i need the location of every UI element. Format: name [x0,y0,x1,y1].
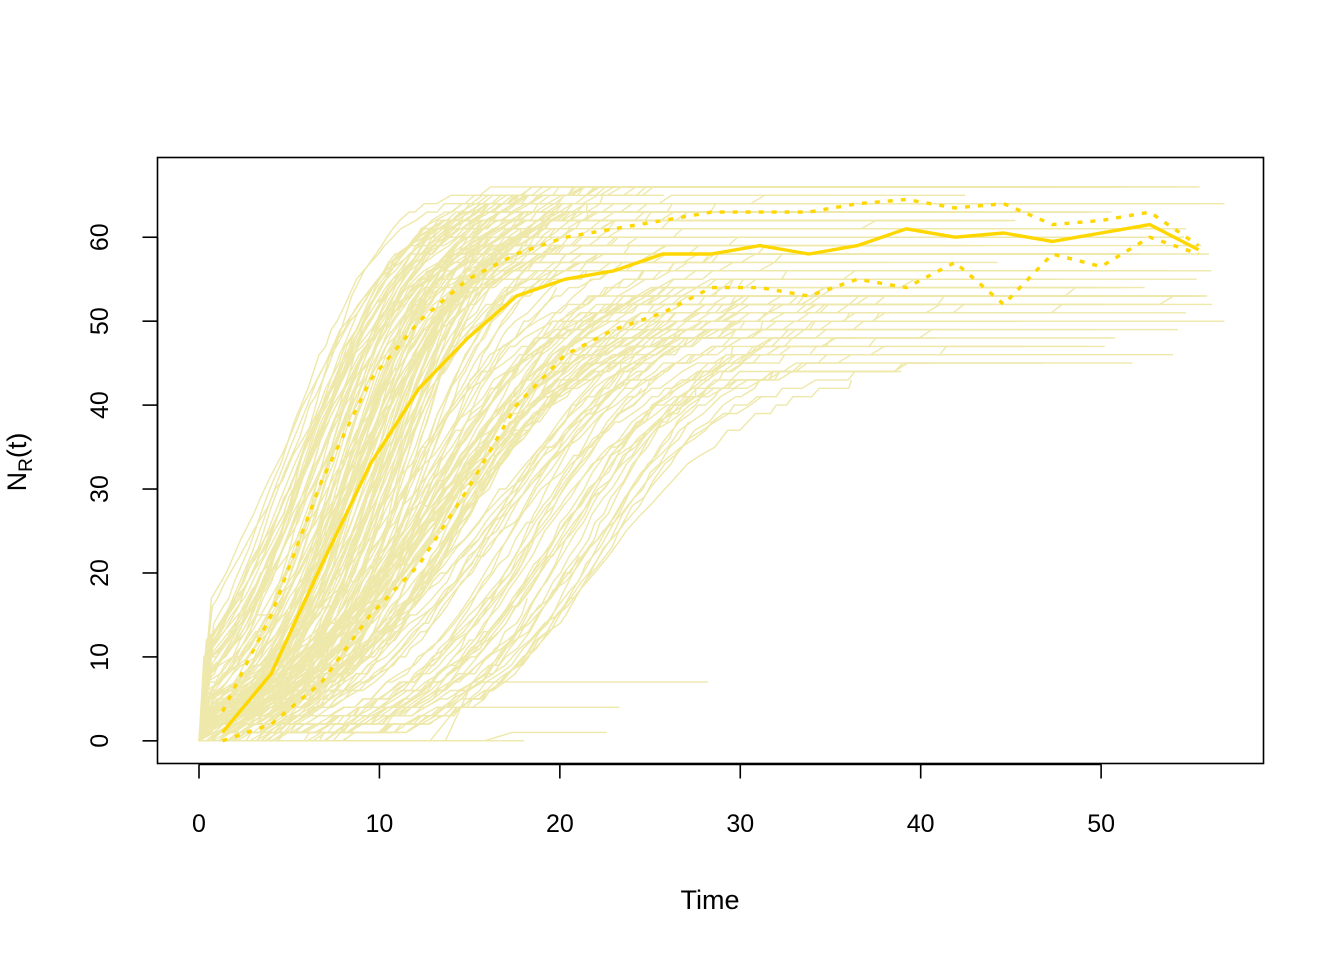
trajectory-line [198,312,694,741]
trajectory-line [198,186,807,741]
y-tick-label: 0 [86,734,114,748]
trajectory-line [198,211,1112,742]
y-tick-label: 30 [86,475,114,503]
trajectory-line [198,261,543,741]
trajectory-line [198,186,608,741]
trajectory-line [198,228,744,741]
x-tick-label: 20 [546,810,574,838]
x-axis-title: Time [681,885,740,915]
svg-text:NR(t): NR(t) [2,433,37,492]
x-tick-label: 40 [907,810,935,838]
trajectory-line [199,337,858,742]
trajectory-line [198,211,589,741]
trajectory-line [198,371,517,742]
trajectory-line [198,228,1081,741]
trajectory-line [198,236,841,741]
trajectory-line [198,286,1123,742]
x-tick-label: 10 [366,810,394,838]
trajectory-line [199,362,1043,742]
trajectory-line [198,203,835,741]
y-axis-title: NR(t) [2,433,37,492]
trajectory-line [199,388,697,742]
x-tick-label: 30 [726,810,754,838]
y-tick-label: 10 [86,643,114,671]
summary-line-dotted-2 [221,235,1200,743]
trajectory-line [198,270,1037,742]
summary-lines [220,197,1200,743]
trajectory-line [198,261,998,742]
trajectory-line [198,194,664,741]
y-tick-label: 20 [86,559,114,587]
y-tick-label: 40 [86,391,114,419]
trajectory-line [198,194,520,742]
y-axis: 0 10 20 30 40 50 60 [86,223,159,748]
x-tick-label: 50 [1087,810,1115,838]
trajectory-line [198,244,965,742]
x-axis: 0 10 20 30 40 50 [192,763,1115,838]
summary-line-dotted-1 [220,197,1200,713]
trajectory-line [198,295,1009,742]
trajectory-lines [198,186,1225,742]
y-tick-label: 50 [86,307,114,335]
summary-line-solid [221,222,1200,734]
x-tick-label: 0 [192,810,206,838]
trajectory-line [198,278,915,742]
y-tick-label: 60 [86,223,114,251]
trajectory-line [198,194,536,741]
